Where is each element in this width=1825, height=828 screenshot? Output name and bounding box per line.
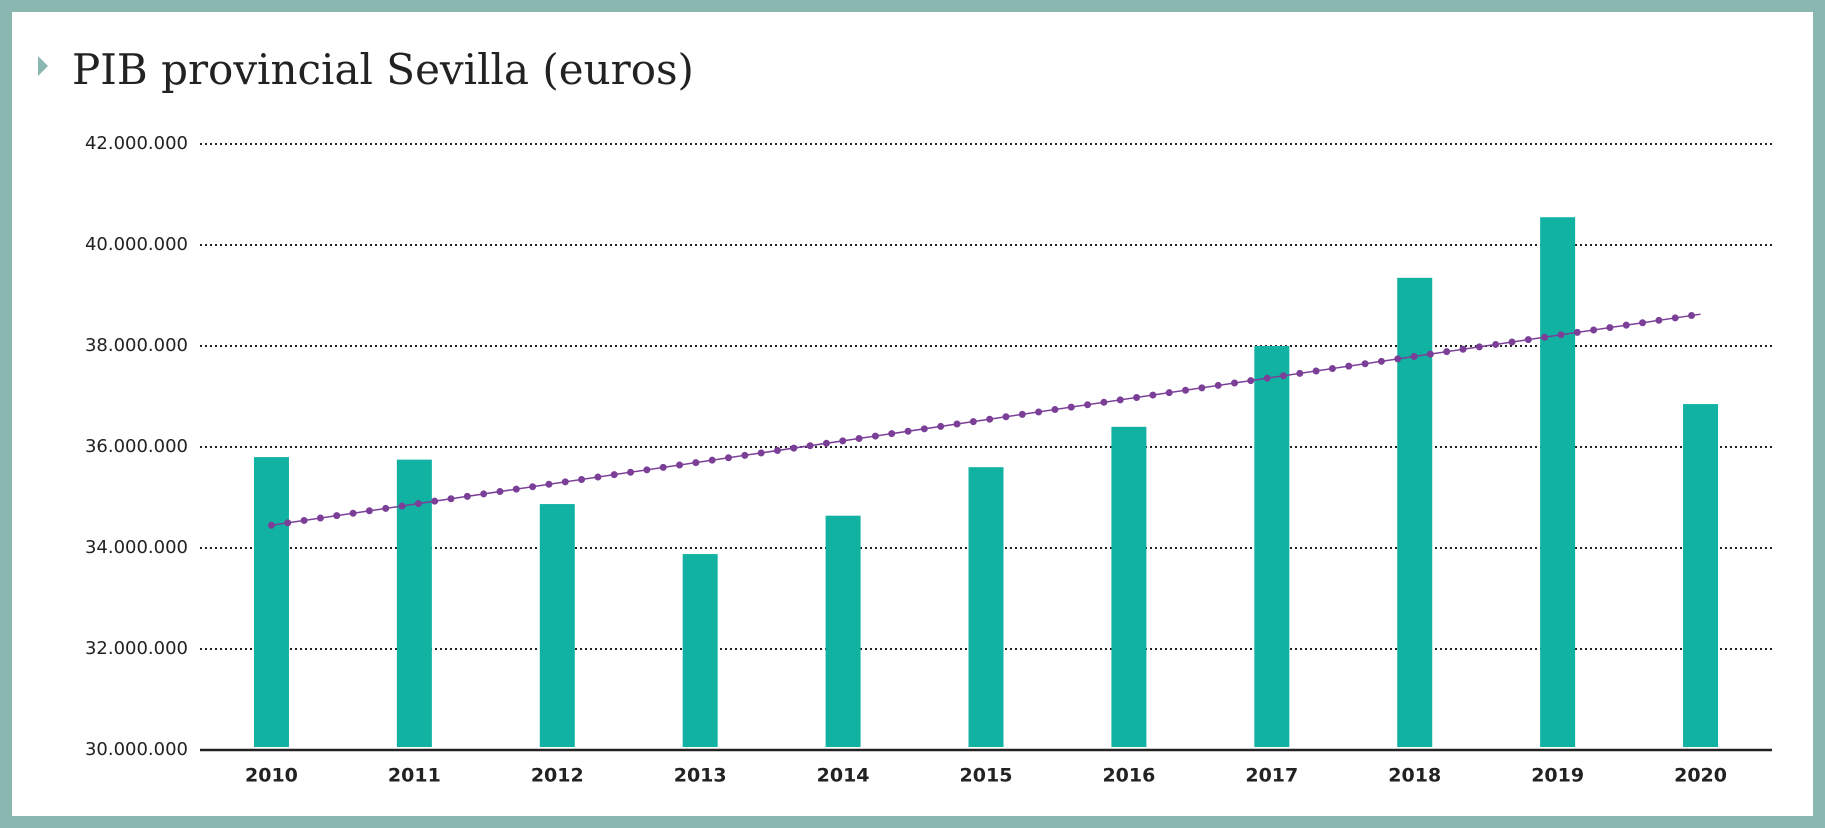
y-tick-label: 42.000.000 — [85, 133, 188, 154]
x-tick-label: 2018 — [1388, 765, 1441, 787]
x-tick-label: 2011 — [388, 765, 441, 787]
x-tick-label: 2010 — [245, 765, 298, 787]
bar — [968, 467, 1004, 747]
bar — [825, 515, 861, 747]
bar — [253, 457, 289, 747]
x-tick-label: 2019 — [1531, 765, 1584, 787]
y-tick-label: 32.000.000 — [85, 638, 188, 659]
x-tick-label: 2017 — [1245, 765, 1298, 787]
y-tick-label: 36.000.000 — [85, 436, 188, 457]
title-marker — [38, 56, 48, 76]
y-tick-label: 30.000.000 — [85, 739, 188, 760]
bar — [1254, 346, 1290, 747]
bar — [539, 504, 575, 747]
bar — [1397, 277, 1433, 747]
y-tick-label: 34.000.000 — [85, 537, 188, 558]
x-tick-label: 2020 — [1674, 765, 1727, 787]
x-tick-label: 2015 — [960, 765, 1013, 787]
bar — [1540, 217, 1576, 748]
x-tick-label: 2012 — [531, 765, 584, 787]
x-tick-label: 2016 — [1102, 765, 1155, 787]
y-tick-label: 40.000.000 — [85, 234, 188, 255]
trend-dots — [267, 310, 1705, 529]
bar — [1683, 404, 1719, 747]
x-tick-label: 2013 — [674, 765, 727, 787]
chart-title: PIB provincial Sevilla (euros) — [72, 45, 694, 94]
bar — [1111, 426, 1147, 747]
y-tick-label: 38.000.000 — [85, 335, 188, 356]
bar — [682, 554, 718, 747]
x-tick-label: 2014 — [817, 765, 870, 787]
